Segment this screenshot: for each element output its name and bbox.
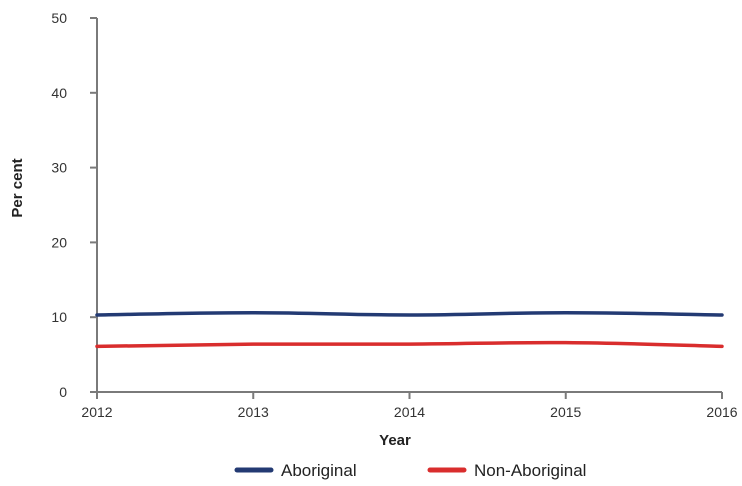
x-axis-title: Year [379, 432, 411, 449]
series-line-non-aboriginal [95, 340, 724, 349]
legend: Aboriginal Non-Aboriginal [234, 461, 586, 480]
x-tick-label: 2014 [394, 404, 425, 420]
y-tick-label: 50 [51, 10, 67, 26]
y-tick-label: 20 [51, 234, 67, 250]
y-tick-label: 30 [51, 160, 67, 176]
legend-label-non-aboriginal: Non-Aboriginal [474, 461, 586, 480]
x-tick-label: 2012 [81, 404, 112, 420]
axes: 0 10 20 30 40 50 2012 2013 2014 2015 2016 [51, 10, 737, 420]
y-tick-label: 40 [51, 85, 67, 101]
x-tick-label: 2013 [238, 404, 269, 420]
series-lines [95, 310, 724, 349]
series-line-aboriginal [95, 310, 724, 317]
legend-label-aboriginal: Aboriginal [281, 461, 357, 480]
y-axis-title: Per cent [9, 158, 26, 217]
x-tick-label: 2015 [550, 404, 581, 420]
y-tick-label: 0 [59, 384, 67, 400]
y-tick-label: 10 [51, 309, 67, 325]
x-tick-label: 2016 [706, 404, 737, 420]
